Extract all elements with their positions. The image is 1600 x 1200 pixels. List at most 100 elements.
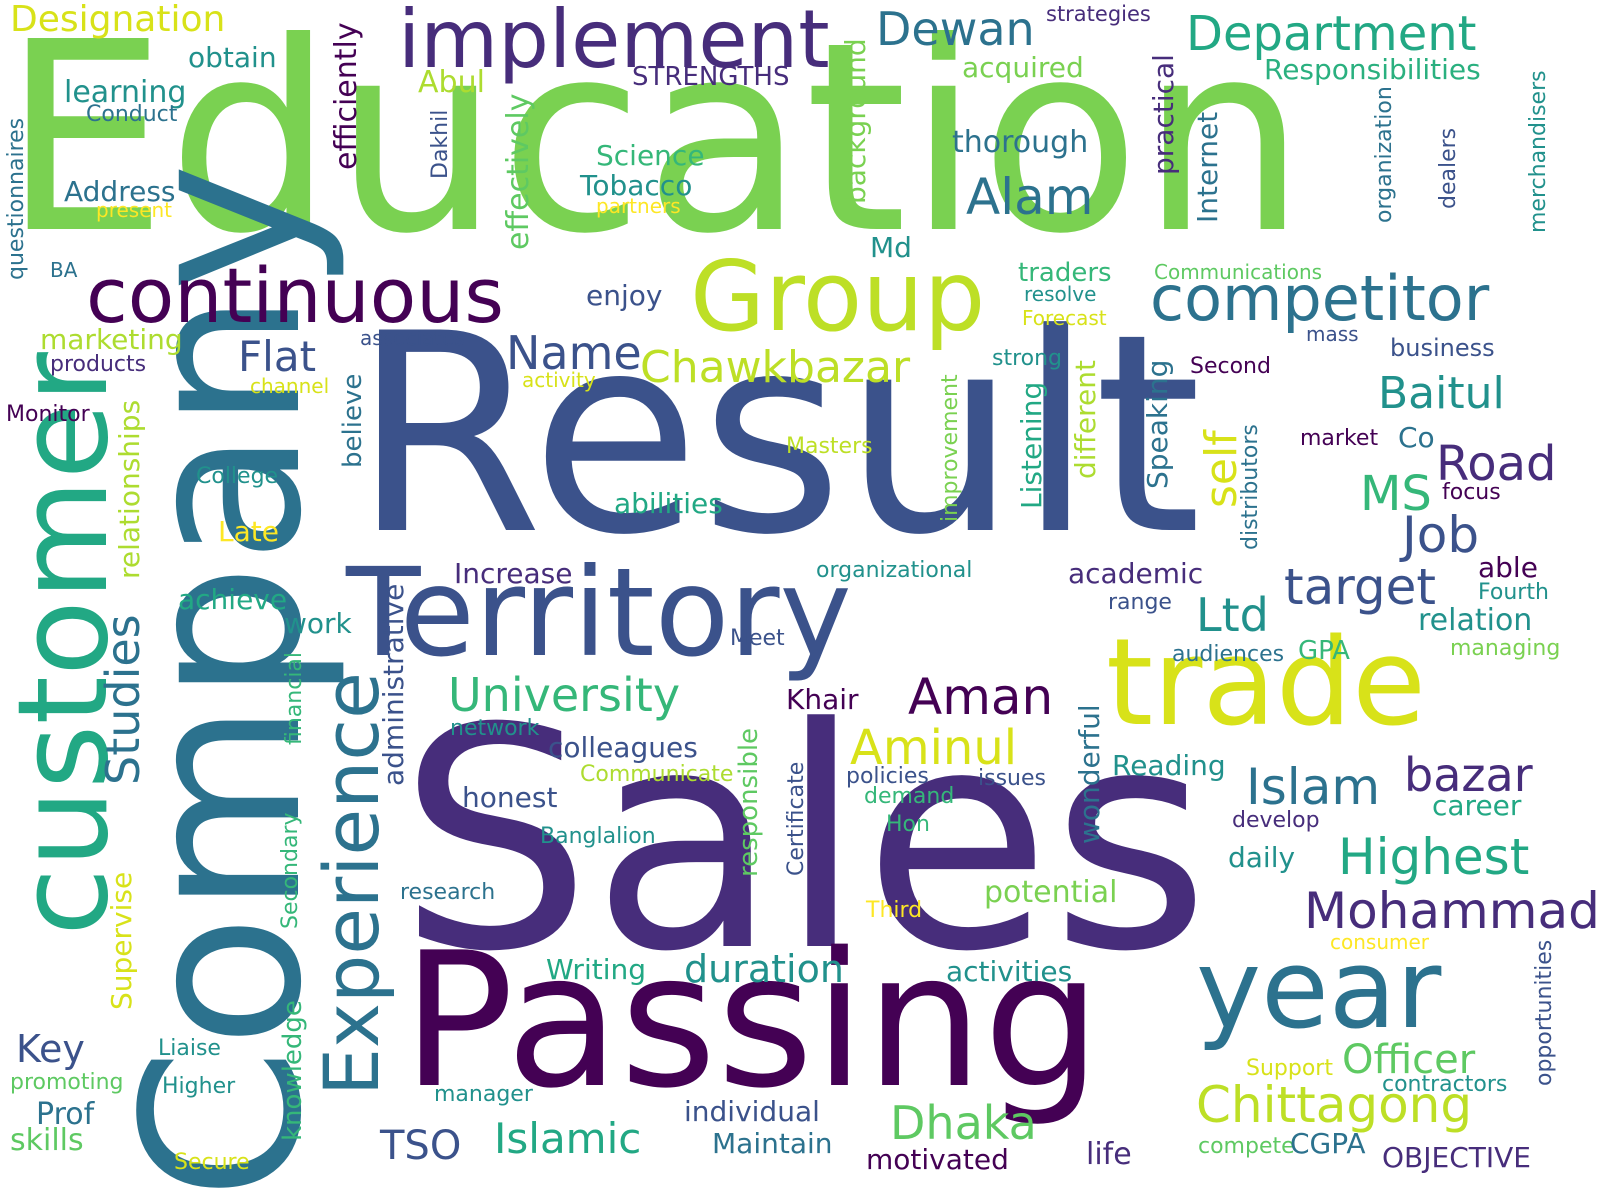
word-science: Science xyxy=(596,139,705,172)
word-research: research xyxy=(400,880,496,905)
word-work: work xyxy=(284,607,352,640)
word-strengths: STRENGTHS xyxy=(632,62,790,92)
word-secure: Secure xyxy=(174,1150,250,1175)
word-aminul: Aminul xyxy=(850,720,1018,776)
word-md: Md xyxy=(870,231,912,264)
word-designation: Designation xyxy=(10,0,226,40)
word-support: Support xyxy=(1246,1056,1333,1081)
word-acquired: acquired xyxy=(962,51,1084,84)
word-address: Address xyxy=(64,175,176,208)
word-promoting: promoting xyxy=(10,1070,124,1095)
word-strong: strong xyxy=(992,346,1063,371)
word-road: Road xyxy=(1436,436,1557,492)
word-partners: partners xyxy=(596,194,681,218)
word-alam: Alam xyxy=(966,168,1094,226)
word-job: Job xyxy=(1402,506,1480,564)
word-relationships: relationships xyxy=(113,399,146,579)
word-college: College xyxy=(196,464,279,489)
word-forecast: Forecast xyxy=(1022,306,1107,330)
word-second: Second xyxy=(1190,354,1271,379)
word-co: Co xyxy=(1398,421,1435,454)
word-group: Group xyxy=(690,240,986,353)
word-mohammad: Mohammad xyxy=(1304,882,1600,940)
word-individual: individual xyxy=(684,1095,820,1128)
word-duration: duration xyxy=(684,947,844,991)
word-activity: activity xyxy=(522,368,596,392)
word-different: different xyxy=(1069,360,1102,479)
word-writing: Writing xyxy=(546,953,646,986)
word-consumer: consumer xyxy=(1330,930,1430,954)
word-questionnaires: questionnaires xyxy=(4,117,29,280)
word-associates: associates xyxy=(360,326,465,350)
word-audiences: audiences xyxy=(1172,642,1285,667)
word-background: background xyxy=(839,38,872,204)
word-traders: traders xyxy=(1018,258,1112,288)
word-territory: Territory xyxy=(346,542,852,684)
word-daily: daily xyxy=(1228,841,1296,874)
word-dakhil: Dakhil xyxy=(428,109,453,179)
word-increase: Increase xyxy=(454,557,573,590)
word-conduct: Conduct xyxy=(86,102,178,127)
word-ms: MS xyxy=(1360,466,1432,522)
word-manager: manager xyxy=(434,1082,533,1107)
word-trade: trade xyxy=(1106,614,1426,753)
word-chawkbazar: Chawkbazar xyxy=(640,342,911,393)
word-officer: Officer xyxy=(1342,1037,1476,1083)
word-higher: Higher xyxy=(162,1074,236,1099)
word-abul: Abul xyxy=(418,65,485,100)
word-network: network xyxy=(450,716,540,741)
word-mass: mass xyxy=(1306,322,1359,346)
word-issues: issues xyxy=(978,766,1046,791)
word-colleagues: colleagues xyxy=(548,731,698,764)
word-demand: demand xyxy=(864,784,955,809)
word-banglalion: Banglalion xyxy=(540,824,656,849)
word-organizational: organizational xyxy=(816,558,973,583)
word-market: market xyxy=(1300,426,1379,451)
word-masters: Masters xyxy=(786,434,873,459)
word-supervise: Supervise xyxy=(105,871,138,1010)
word-practical: practical xyxy=(1147,54,1180,175)
word-aman: Aman xyxy=(908,668,1054,726)
word-efficiently: efficiently xyxy=(329,22,364,170)
word-relation: relation xyxy=(1418,603,1533,638)
word-dealers: dealers xyxy=(1436,127,1461,209)
word-late: Late xyxy=(218,515,279,548)
word-managing: managing xyxy=(1450,636,1561,661)
word-effectively: effectively xyxy=(501,93,536,250)
word-skills: skills xyxy=(10,1123,84,1158)
word-potential: potential xyxy=(984,875,1118,910)
word-achieve: achieve xyxy=(178,583,288,616)
word-life: life xyxy=(1086,1137,1132,1172)
word-passing: Passing xyxy=(402,912,1102,1129)
word-highest: Highest xyxy=(1338,828,1530,886)
word-believe: believe xyxy=(338,373,368,468)
word-baitul: Baitul xyxy=(1378,368,1505,419)
word-maintain: Maintain xyxy=(712,1127,833,1160)
word-islamic: Islamic xyxy=(494,1114,642,1163)
word-flat: Flat xyxy=(238,332,317,381)
word-thorough: thorough xyxy=(952,125,1089,160)
word-range: range xyxy=(1108,590,1172,615)
word-objective: OBJECTIVE xyxy=(1382,1141,1531,1174)
word-abilities: abilities xyxy=(614,487,723,520)
word-listening: Listening xyxy=(1015,381,1048,509)
word-tobacco: Tobacco xyxy=(580,169,693,202)
word-communications: Communications xyxy=(1154,260,1323,284)
word-fourth: Fourth xyxy=(1478,580,1549,605)
word-islam: Islam xyxy=(1246,758,1381,816)
word-university: University xyxy=(448,668,681,722)
word-responsible: responsible xyxy=(734,727,764,877)
word-meet: Meet xyxy=(730,626,785,651)
word-present: present xyxy=(96,198,173,222)
word-year: year xyxy=(1196,925,1442,1053)
word-products: products xyxy=(50,352,147,377)
word-prof: Prof xyxy=(36,1097,95,1132)
word-knowledge: knowledge xyxy=(278,1000,308,1141)
word-able: able xyxy=(1478,551,1538,584)
word-career: career xyxy=(1432,789,1522,822)
word-obtain: obtain xyxy=(188,41,277,74)
word-ltd: Ltd xyxy=(1196,588,1269,642)
word-hon: Hon xyxy=(886,812,930,837)
word-bazar: bazar xyxy=(1404,748,1533,802)
